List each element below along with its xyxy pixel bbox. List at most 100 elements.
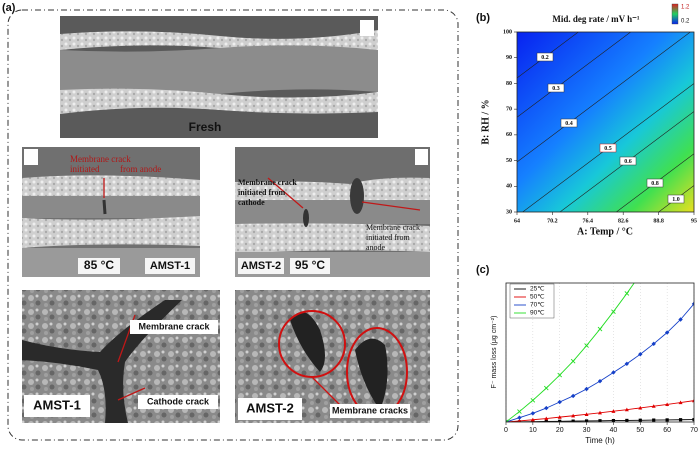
sample-label: AMST-1 bbox=[33, 397, 81, 412]
marker bbox=[530, 411, 536, 416]
marker bbox=[638, 272, 642, 276]
panel-label: (b) bbox=[476, 12, 490, 24]
colorbar-min: 0.2 bbox=[681, 19, 690, 25]
marker bbox=[584, 343, 589, 348]
y-tick-label: 70 bbox=[506, 107, 512, 113]
annotation: anode bbox=[366, 243, 386, 252]
marker bbox=[652, 418, 656, 422]
x-tick-label: 64 bbox=[514, 218, 520, 224]
contour-field bbox=[517, 32, 694, 212]
marker bbox=[664, 330, 670, 335]
marker bbox=[611, 419, 616, 422]
contour-label-box bbox=[646, 178, 664, 188]
annotation: from anode bbox=[120, 164, 161, 174]
y-tick-label: 90 bbox=[506, 55, 512, 61]
contour-label-box bbox=[619, 156, 637, 166]
marker bbox=[570, 393, 576, 399]
sample-label: AMST-1 bbox=[150, 260, 190, 272]
contour-label: 0.6 bbox=[624, 159, 632, 165]
plot-area bbox=[506, 283, 694, 422]
x-tick-label: 30 bbox=[583, 427, 591, 434]
marker bbox=[638, 405, 643, 410]
contour-label: 0.3 bbox=[552, 86, 560, 92]
y-tick-label: 100 bbox=[503, 29, 512, 35]
panel-label: (c) bbox=[476, 264, 490, 276]
bottom-right-image bbox=[235, 290, 430, 423]
marker bbox=[598, 419, 602, 422]
marker bbox=[651, 404, 656, 408]
x-tick-label: 20 bbox=[556, 427, 564, 434]
marker bbox=[544, 405, 549, 411]
contour-label: 1.0 bbox=[672, 197, 680, 203]
marker bbox=[651, 341, 656, 347]
marker bbox=[624, 407, 629, 412]
chart-title: Mid. deg rate / mV h⁻¹ bbox=[552, 14, 640, 24]
marker bbox=[571, 419, 575, 422]
contour-label: 0.2 bbox=[541, 55, 549, 61]
x-tick-label: 50 bbox=[636, 427, 644, 434]
panel-border bbox=[7, 9, 459, 441]
marker bbox=[584, 386, 589, 392]
marker bbox=[665, 418, 669, 422]
marker bbox=[691, 301, 694, 307]
annotation: Membrane crack bbox=[366, 223, 420, 232]
contour-label-box bbox=[547, 83, 565, 93]
y-axis-label: B: RH / % bbox=[480, 99, 491, 144]
legend-label: 25℃ bbox=[530, 286, 545, 293]
marker bbox=[544, 416, 549, 421]
marker bbox=[517, 415, 522, 420]
sample-label: AMST-2 bbox=[246, 400, 294, 415]
x-tick-label: 76.4 bbox=[583, 218, 594, 224]
legend-label: 70℃ bbox=[530, 302, 545, 309]
x-axis-label: Time (h) bbox=[585, 436, 615, 445]
marker bbox=[678, 418, 683, 422]
plot-frame bbox=[505, 282, 695, 423]
marker bbox=[597, 378, 603, 384]
series-group bbox=[506, 272, 694, 422]
contour-label-box bbox=[560, 118, 578, 128]
annotation: initiated from bbox=[238, 188, 286, 197]
contour-label: 0.8 bbox=[651, 181, 659, 187]
marker bbox=[624, 361, 630, 366]
image-label: Fresh bbox=[189, 120, 222, 134]
marker bbox=[625, 418, 629, 422]
contour-label-box bbox=[536, 52, 554, 62]
contour-label: 0.4 bbox=[565, 121, 573, 127]
annotation: Membrane cracks bbox=[332, 405, 408, 415]
annotation: Membrane crack bbox=[70, 154, 131, 164]
marker bbox=[597, 326, 603, 332]
y-axis-label: F⁻ mass loss (μg cm⁻²) bbox=[491, 316, 498, 389]
sample-label: AMST-2 bbox=[241, 260, 281, 272]
marker bbox=[692, 417, 694, 422]
marker bbox=[638, 352, 643, 357]
legend-label: 50℃ bbox=[530, 294, 545, 301]
annotation: initiated bbox=[70, 164, 100, 174]
marker bbox=[571, 413, 576, 418]
contour-label-box bbox=[599, 143, 617, 153]
annotation: cathode bbox=[238, 198, 265, 207]
marker bbox=[678, 400, 683, 405]
y-tick-label: 50 bbox=[506, 158, 512, 164]
x-tick-label: 70 bbox=[690, 427, 698, 434]
marker bbox=[584, 412, 589, 416]
marker bbox=[557, 415, 562, 419]
x-tick-label: 40 bbox=[610, 427, 618, 434]
x-axis-label: A: Temp / °C bbox=[577, 226, 633, 237]
marker bbox=[611, 409, 616, 413]
marker bbox=[665, 402, 670, 407]
marker bbox=[517, 409, 522, 414]
colorbar-max: 1.2 bbox=[681, 5, 690, 11]
bottom-left-image bbox=[22, 290, 220, 423]
marker bbox=[624, 291, 630, 296]
annotation: Cathode crack bbox=[147, 396, 210, 406]
marker bbox=[530, 397, 536, 403]
marker bbox=[558, 419, 562, 422]
x-tick-label: 95 bbox=[691, 218, 697, 224]
legend-label: 90℃ bbox=[530, 310, 545, 317]
mid-right-image bbox=[235, 147, 430, 277]
y-tick-label: 80 bbox=[506, 81, 512, 87]
contour-label: 0.5 bbox=[604, 146, 612, 152]
panel-label: (a) bbox=[2, 2, 16, 14]
